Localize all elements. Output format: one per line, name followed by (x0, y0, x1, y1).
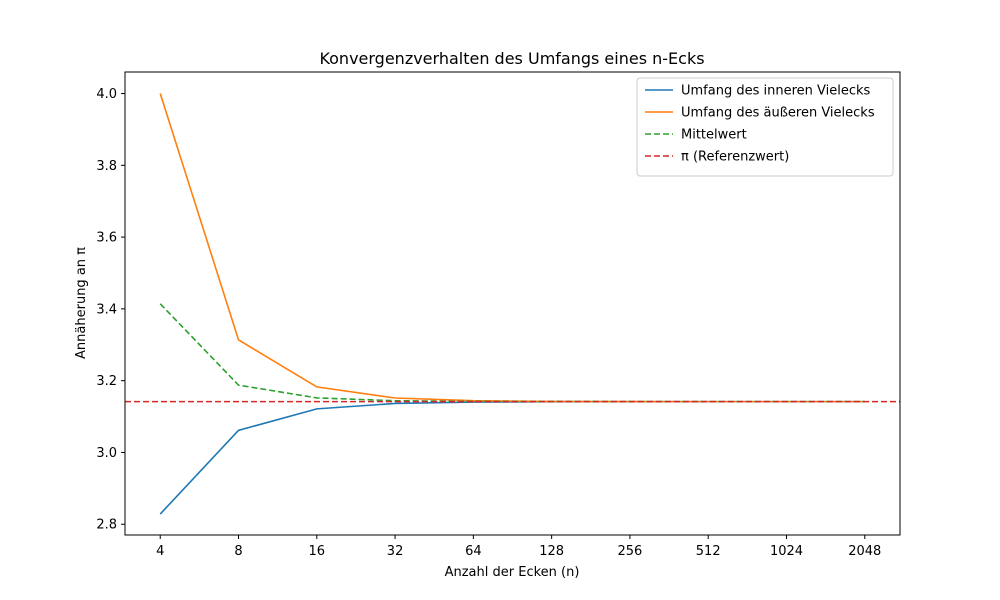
y-tick-label: 3.2 (96, 374, 117, 389)
axes-frame (124, 71, 901, 536)
y-axis-label: Annäherung an π (74, 247, 89, 359)
y-tick-label: 3.0 (96, 446, 117, 461)
x-tick-label: 512 (696, 544, 721, 559)
chart-title: Konvergenzverhalten des Umfangs eines n-… (319, 49, 704, 68)
x-tick-label: 64 (465, 544, 482, 559)
x-tick-label: 2048 (848, 544, 881, 559)
y-tick-label: 2.8 (96, 518, 117, 533)
plot-area (125, 93, 900, 515)
x-tick-label: 8 (234, 544, 242, 559)
y-tick-label: 3.6 (96, 231, 117, 246)
y-tick-label: 4.0 (96, 87, 117, 102)
legend: Umfang des inneren Vielecks Umfang des äu… (636, 77, 894, 177)
legend-label-2: Umfang des äußeren Vielecks (681, 106, 875, 121)
x-tick-label: 256 (618, 544, 643, 559)
x-tick-label: 16 (309, 544, 326, 559)
x-tick-label: 32 (387, 544, 404, 559)
x-tick-label: 1024 (770, 544, 803, 559)
x-tick-label: 4 (156, 544, 164, 559)
legend-box (636, 77, 894, 177)
x-axis-label: Anzahl der Ecken (n) (445, 565, 580, 580)
y-tick-label: 3.4 (96, 302, 117, 317)
y-tick-label: 3.8 (96, 159, 117, 174)
legend-label-3: Mittelwert (681, 128, 747, 143)
legend-label-4: π (Referenzwert) (681, 150, 789, 165)
legend-label-1: Umfang des inneren Vielecks (681, 84, 871, 99)
axes: 4 8 16 32 64 128 256 512 1024 2048 2.8 3.0 3.2 3.4 3.6… (96, 71, 901, 559)
x-tick-label: 128 (539, 544, 564, 559)
